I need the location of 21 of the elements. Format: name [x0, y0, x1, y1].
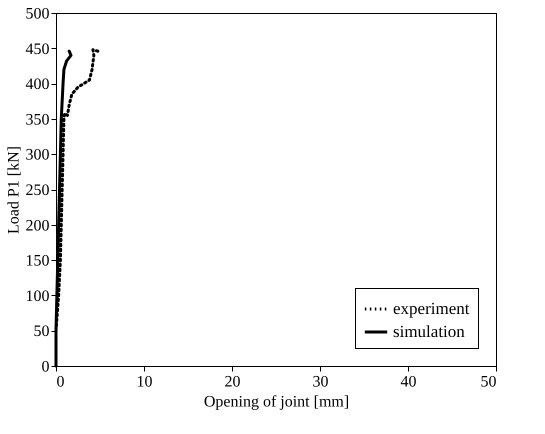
legend-label: experiment	[393, 299, 470, 318]
y-tick-label: 200	[26, 217, 50, 234]
x-tick-label: 10	[136, 374, 152, 390]
x-tick-label: 20	[224, 374, 240, 390]
x-axis-title: Opening of joint [mm]	[204, 394, 350, 410]
x-tick-label: 0	[56, 374, 64, 390]
y-tick-label: 0	[42, 358, 50, 376]
x-tick-label: 50	[480, 374, 496, 390]
legend-label: simulation	[393, 322, 466, 341]
y-tick-label: 250	[26, 182, 50, 199]
x-tick-label: 30	[312, 374, 328, 390]
y-tick-label: 100	[26, 288, 50, 305]
y-tick-label: 500	[26, 6, 50, 22]
y-tick-label: 150	[26, 252, 50, 270]
x-tick-label: 40	[400, 374, 416, 390]
y-tick-label: 400	[26, 76, 50, 94]
y-axis-title: Load P1 [kN]	[6, 146, 22, 234]
y-tick-label: 50	[34, 323, 50, 340]
y-tick-label: 450	[26, 40, 50, 58]
y-tick-label: 350	[26, 111, 50, 128]
y-tick-label: 300	[26, 146, 50, 164]
